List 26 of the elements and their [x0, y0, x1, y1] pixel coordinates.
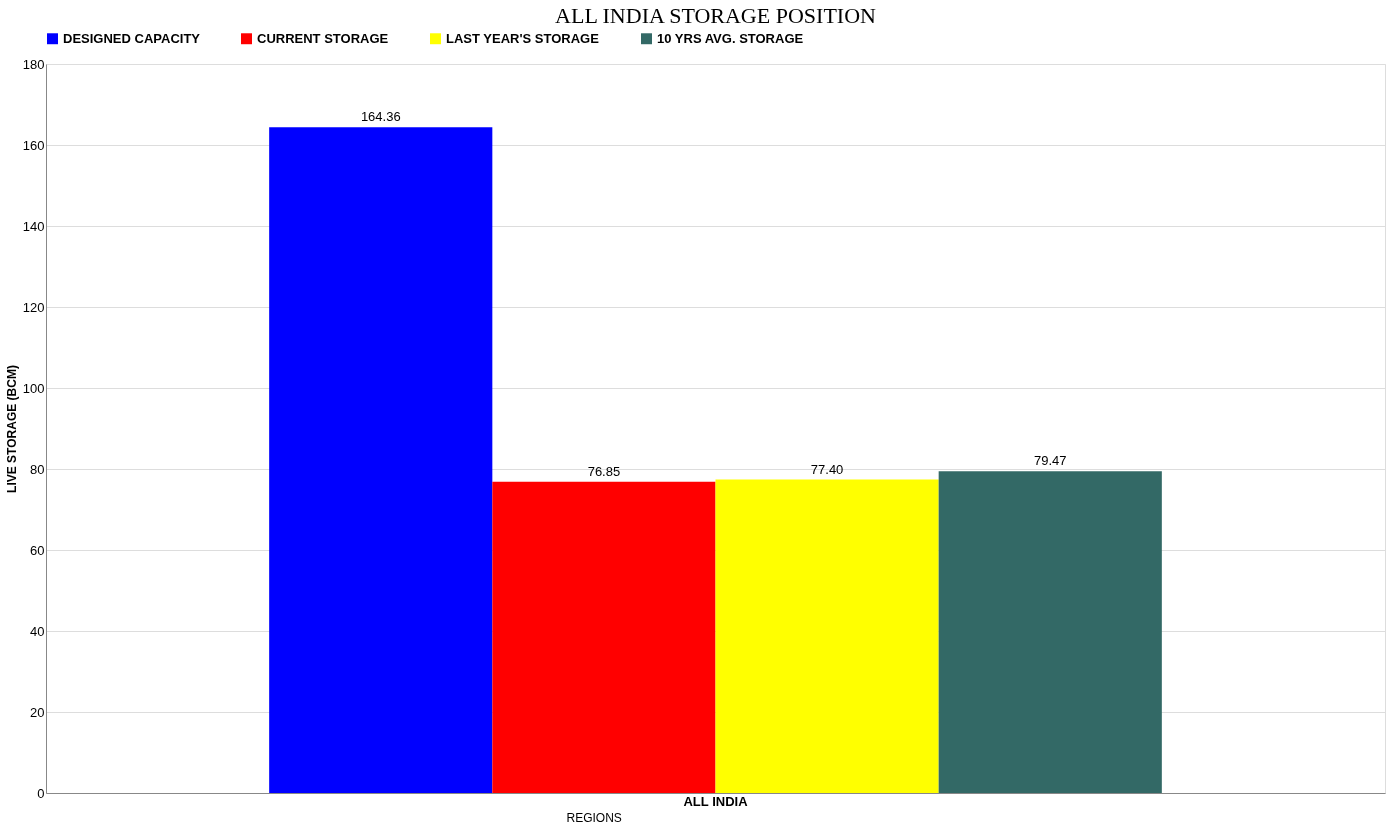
- bar: [492, 481, 716, 793]
- y-tick-label: 20: [30, 704, 45, 720]
- y-tick-label: 180: [22, 56, 45, 72]
- text: 76.85: [587, 463, 621, 479]
- y-tick-label: 100: [22, 380, 45, 396]
- bar: [269, 127, 493, 793]
- y-tick-label: 60: [30, 542, 45, 558]
- y-tick-label: 40: [30, 623, 45, 639]
- bar: [715, 479, 939, 793]
- x-axis-title: REGIONS: [566, 810, 622, 825]
- legend-label: 10 YRS AVG. STORAGE: [657, 30, 804, 46]
- chart-title: ALL INDIA STORAGE POSITION: [555, 3, 877, 28]
- y-tick-label: 140: [22, 218, 45, 234]
- text: 77.40: [810, 461, 844, 477]
- y-tick-label: 120: [22, 299, 45, 315]
- y-tick-label: 0: [37, 785, 45, 801]
- bar: [938, 471, 1162, 793]
- y-axis-title: LIVE STORAGE (BCM): [4, 365, 19, 493]
- text: 164.36: [360, 109, 401, 125]
- y-tick-label: 80: [30, 461, 45, 477]
- x-tick-label: ALL INDIA: [683, 793, 749, 809]
- text: 79.47: [1033, 453, 1067, 469]
- y-tick-label: 160: [22, 137, 45, 153]
- legend-label: LAST YEAR'S STORAGE: [446, 30, 600, 46]
- legend-label: CURRENT STORAGE: [257, 30, 389, 46]
- legend-label: DESIGNED CAPACITY: [63, 30, 201, 46]
